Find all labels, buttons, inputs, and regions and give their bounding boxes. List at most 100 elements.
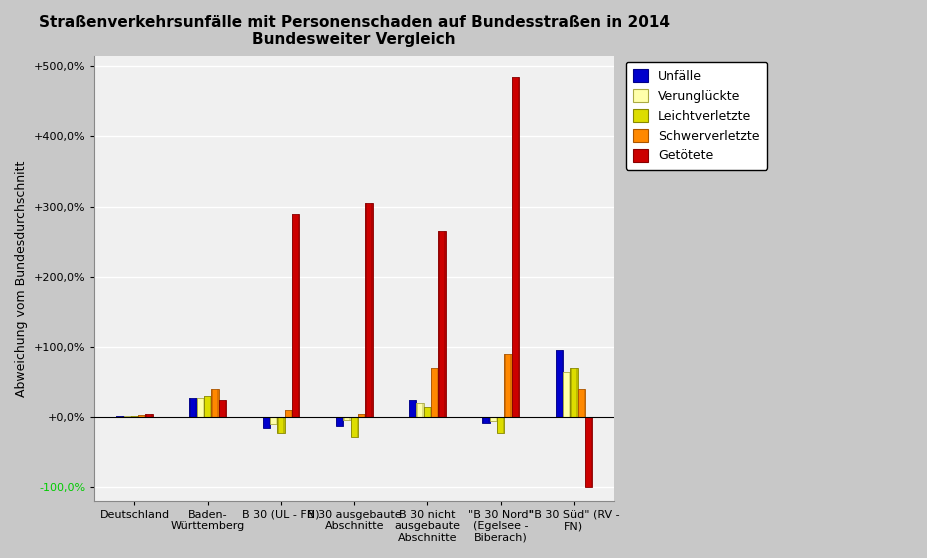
Bar (563, 372, 570, 417)
Bar (438, 231, 439, 417)
Bar (431, 368, 438, 417)
Bar (277, 417, 278, 432)
Bar (270, 417, 277, 424)
Bar (292, 214, 299, 417)
Bar (349, 417, 350, 420)
Bar (489, 417, 497, 421)
Bar (363, 413, 365, 417)
Bar (409, 400, 410, 417)
Bar (262, 417, 263, 428)
Bar (204, 396, 211, 417)
Bar (437, 368, 438, 417)
Bar (122, 416, 123, 417)
Bar (202, 398, 204, 417)
Bar (511, 76, 513, 417)
Y-axis label: Abweichung vom Bundesdurchschnitt: Abweichung vom Bundesdurchschnitt (15, 160, 28, 397)
Bar (136, 416, 138, 417)
Bar (570, 368, 571, 417)
Bar (438, 231, 445, 417)
Bar (350, 417, 351, 437)
Bar (343, 417, 344, 420)
Bar (210, 396, 211, 417)
Bar (409, 400, 416, 417)
Bar (285, 410, 292, 417)
Bar (197, 398, 204, 417)
Bar (350, 417, 358, 437)
Bar (343, 417, 350, 420)
Bar (336, 417, 337, 426)
Bar (590, 417, 591, 488)
Bar (495, 417, 497, 421)
Bar (123, 416, 131, 417)
Bar (568, 372, 570, 417)
Bar (482, 417, 483, 423)
Bar (219, 400, 226, 417)
Bar (570, 368, 577, 417)
Bar (416, 403, 424, 417)
Bar (130, 416, 131, 417)
Bar (431, 368, 432, 417)
Bar (211, 389, 219, 417)
Bar (371, 203, 372, 417)
Bar (424, 407, 425, 417)
Bar (204, 396, 205, 417)
Bar (365, 203, 372, 417)
Bar (497, 417, 498, 432)
Bar (497, 417, 503, 432)
Bar (269, 417, 270, 428)
Bar (517, 76, 518, 417)
Bar (217, 389, 219, 417)
Bar (422, 403, 424, 417)
Bar (341, 417, 343, 426)
Bar (510, 354, 511, 417)
Bar (146, 413, 153, 417)
Bar (285, 410, 286, 417)
Bar (414, 400, 416, 417)
Bar (116, 416, 118, 417)
Bar (262, 417, 270, 428)
Bar (424, 407, 431, 417)
Bar (144, 415, 146, 417)
Bar (555, 350, 556, 417)
Bar (224, 400, 226, 417)
Bar (488, 417, 489, 423)
Bar (151, 413, 153, 417)
Bar (196, 398, 197, 417)
Bar (576, 368, 577, 417)
Bar (511, 76, 518, 417)
Bar (283, 417, 285, 432)
Bar (503, 354, 511, 417)
Bar (502, 417, 503, 432)
Bar (358, 413, 359, 417)
Bar (138, 415, 139, 417)
Bar (189, 398, 197, 417)
Bar (444, 231, 445, 417)
Bar (138, 415, 146, 417)
Bar (583, 389, 584, 417)
Bar (270, 417, 271, 424)
Bar (116, 416, 123, 417)
Bar (563, 372, 564, 417)
Legend: Unfälle, Verunglückte, Leichtverletzte, Schwerverletzte, Getötete: Unfälle, Verunglückte, Leichtverletzte, … (625, 62, 767, 170)
Bar (489, 417, 490, 421)
Bar (298, 214, 299, 417)
Bar (358, 413, 365, 417)
Bar (365, 203, 366, 417)
Bar (577, 389, 584, 417)
Bar (290, 410, 292, 417)
Bar (555, 350, 563, 417)
Bar (292, 214, 293, 417)
Bar (189, 398, 191, 417)
Bar (131, 416, 132, 417)
Bar (584, 417, 591, 488)
Bar (275, 417, 277, 424)
Bar (211, 389, 212, 417)
Bar (429, 407, 431, 417)
Bar (584, 417, 586, 488)
Bar (482, 417, 489, 423)
Bar (356, 417, 358, 437)
Bar (219, 400, 220, 417)
Bar (277, 417, 285, 432)
Bar (336, 417, 343, 426)
Bar (577, 389, 578, 417)
